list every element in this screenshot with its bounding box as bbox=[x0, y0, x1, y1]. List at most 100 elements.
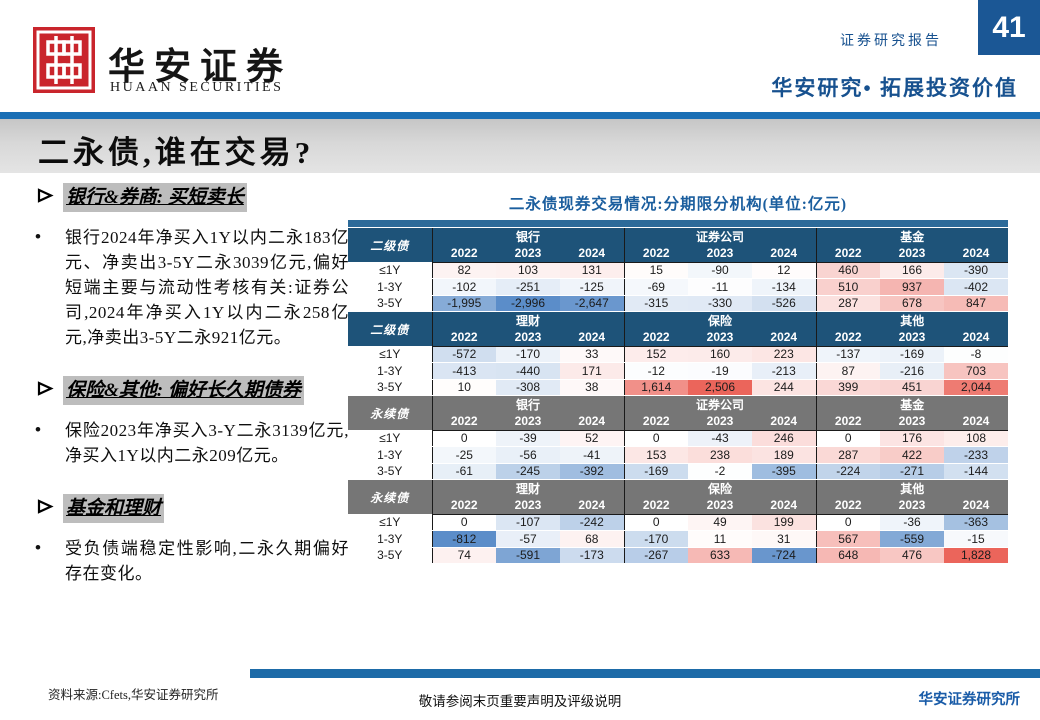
value-cell: 0 bbox=[431, 430, 496, 447]
section-heading-insurance-others: 保险&其他: 偏好长久期债券 bbox=[37, 376, 349, 405]
year-header: 2023 bbox=[880, 245, 944, 263]
bullet-text: 银行2024年净买入1Y以内二永183亿元、净卖出3-5Y二永3039亿元,偏好… bbox=[65, 228, 349, 347]
value-cell: -572 bbox=[431, 346, 496, 363]
value-cell: -12 bbox=[623, 362, 688, 380]
value-cell: 287 bbox=[815, 295, 880, 312]
logo-text-en: HUAAN SECURITIES bbox=[110, 80, 284, 95]
value-cell: -169 bbox=[623, 463, 688, 480]
value-cell: 166 bbox=[880, 262, 944, 279]
brand-slogan: 华安研究• 拓展投资价值 bbox=[771, 76, 1018, 100]
value-cell: -125 bbox=[560, 278, 624, 296]
value-cell: -144 bbox=[944, 463, 1008, 480]
year-header: 2022 bbox=[623, 497, 688, 515]
value-cell: 33 bbox=[560, 346, 624, 363]
bullet-item: • 银行2024年净买入1Y以内二永183亿元、净卖出3-5Y二永3039亿元,… bbox=[35, 225, 349, 350]
value-cell: -363 bbox=[944, 514, 1008, 531]
value-cell: -102 bbox=[431, 278, 496, 296]
year-header: 2024 bbox=[752, 497, 816, 515]
value-cell: 451 bbox=[880, 379, 944, 396]
table-row: ≤1Y 82 103 131 15 -90 12 460 166 -390 bbox=[348, 262, 1008, 279]
value-cell: -395 bbox=[752, 463, 816, 480]
tenor-label: 1-3Y bbox=[348, 362, 432, 380]
title-banner: 二永债,谁在交易? bbox=[0, 119, 1040, 173]
huaan-seal-icon bbox=[33, 27, 95, 93]
value-cell: -402 bbox=[944, 278, 1008, 296]
institution-header: 保险 bbox=[623, 479, 816, 497]
year-header: 2023 bbox=[688, 329, 752, 347]
value-cell: 937 bbox=[880, 278, 944, 296]
value-cell: -170 bbox=[496, 346, 560, 363]
arrow-bullet-icon bbox=[37, 183, 63, 209]
table-row: ≤1Y 0 -107 -242 0 49 199 0 -36 -363 bbox=[348, 514, 1008, 531]
tenor-label: ≤1Y bbox=[348, 346, 432, 363]
page-number-badge: 41 bbox=[978, 0, 1040, 55]
value-cell: -413 bbox=[431, 362, 496, 380]
value-cell: -15 bbox=[944, 530, 1008, 548]
value-cell: -724 bbox=[752, 547, 816, 564]
year-header: 2024 bbox=[560, 245, 624, 263]
value-cell: 633 bbox=[688, 547, 752, 564]
year-header: 2023 bbox=[496, 497, 560, 515]
year-header: 2022 bbox=[815, 329, 880, 347]
section-heading-text: 保险&其他: 偏好长久期债券 bbox=[63, 376, 304, 405]
value-cell: 131 bbox=[560, 262, 624, 279]
value-cell: 49 bbox=[688, 514, 752, 531]
value-cell: -233 bbox=[944, 446, 1008, 464]
year-header: 2024 bbox=[944, 413, 1008, 431]
value-cell: 567 bbox=[815, 530, 880, 548]
tenor-label: ≤1Y bbox=[348, 262, 432, 279]
arrow-bullet-icon bbox=[37, 376, 63, 402]
section-heading-text: 基金和理财 bbox=[63, 494, 165, 523]
value-cell: 399 bbox=[815, 379, 880, 396]
year-header: 2024 bbox=[752, 245, 816, 263]
year-header: 2022 bbox=[815, 413, 880, 431]
value-cell: 189 bbox=[752, 446, 816, 464]
value-cell: -169 bbox=[880, 346, 944, 363]
section-heading-text: 银行&券商: 买短卖长 bbox=[63, 183, 247, 212]
value-cell: -43 bbox=[688, 430, 752, 447]
bond-type-header: 永续债 bbox=[348, 395, 432, 430]
value-cell: 12 bbox=[752, 262, 816, 279]
year-header: 2023 bbox=[688, 413, 752, 431]
value-cell: 171 bbox=[560, 362, 624, 380]
tenor-label: 3-5Y bbox=[348, 379, 432, 396]
tenor-label: 1-3Y bbox=[348, 446, 432, 464]
value-cell: 223 bbox=[752, 346, 816, 363]
tenor-label: ≤1Y bbox=[348, 430, 432, 447]
value-cell: -526 bbox=[752, 295, 816, 312]
year-header: 2022 bbox=[431, 413, 496, 431]
value-cell: 82 bbox=[431, 262, 496, 279]
value-cell: -392 bbox=[560, 463, 624, 480]
value-cell: 103 bbox=[496, 262, 560, 279]
table-row: 1-3Y -25 -56 -41 153 238 189 287 422 -233 bbox=[348, 446, 1008, 464]
bullet-item: • 保险2023年净买入3-Y二永3139亿元,净买入1Y以内二永209亿元。 bbox=[35, 418, 349, 468]
tenor-label: 3-5Y bbox=[348, 547, 432, 564]
year-header: 2023 bbox=[880, 413, 944, 431]
value-cell: 152 bbox=[623, 346, 688, 363]
year-header: 2023 bbox=[880, 497, 944, 515]
year-header: 2024 bbox=[944, 329, 1008, 347]
value-cell: 510 bbox=[815, 278, 880, 296]
value-cell: 0 bbox=[623, 430, 688, 447]
tenor-label: 1-3Y bbox=[348, 278, 432, 296]
institution-header: 其他 bbox=[815, 479, 1008, 497]
value-cell: 176 bbox=[880, 430, 944, 447]
year-header: 2023 bbox=[688, 497, 752, 515]
value-cell: 108 bbox=[944, 430, 1008, 447]
year-header: 2022 bbox=[431, 245, 496, 263]
section-heading-banks-brokers: 银行&券商: 买短卖长 bbox=[37, 183, 349, 212]
institution-header: 银行 bbox=[431, 228, 624, 245]
value-cell: -36 bbox=[880, 514, 944, 531]
section-heading-funds-wealth: 基金和理财 bbox=[37, 494, 349, 523]
institution-header: 基金 bbox=[815, 228, 1008, 245]
year-header: 2024 bbox=[752, 413, 816, 431]
value-cell: 0 bbox=[623, 514, 688, 531]
value-cell: 648 bbox=[815, 547, 880, 564]
table-row: 3-5Y -1,995 -2,996 -2,647 -315 -330 -526 287 678… bbox=[348, 295, 1008, 312]
value-cell: 0 bbox=[815, 430, 880, 447]
value-cell: -39 bbox=[496, 430, 560, 447]
value-cell: 678 bbox=[880, 295, 944, 312]
value-cell: -11 bbox=[688, 278, 752, 296]
value-cell: 0 bbox=[815, 514, 880, 531]
disclaimer-note: 敬请参阅末页重要声明及评级说明 bbox=[418, 694, 622, 709]
